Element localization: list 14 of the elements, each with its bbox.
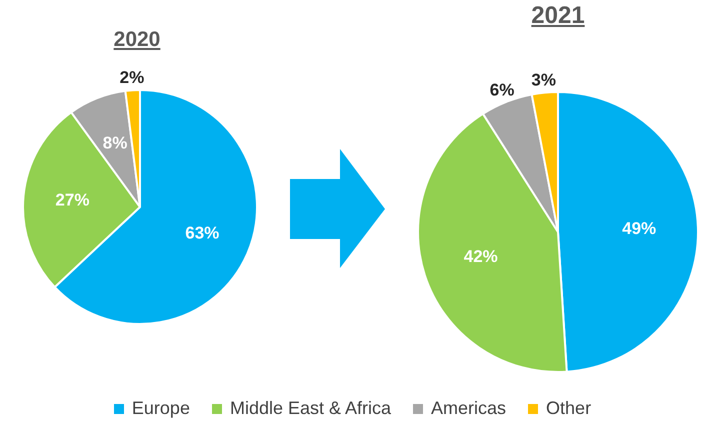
legend-label: Middle East & Africa bbox=[230, 398, 392, 419]
slice-label: 2020 bbox=[112, 28, 162, 52]
data-label: 42% bbox=[464, 246, 498, 266]
data-label: 3% bbox=[531, 70, 556, 90]
slice-label: 2021 bbox=[530, 2, 586, 30]
data-label: 49% bbox=[622, 219, 656, 238]
data-label: 6% bbox=[490, 80, 514, 100]
data-label: 27% bbox=[55, 190, 90, 210]
legend-label: Other bbox=[546, 398, 592, 419]
data-label: 2% bbox=[120, 68, 144, 87]
data-label: 63% bbox=[185, 224, 220, 243]
data-label: 8% bbox=[102, 134, 128, 153]
legend-label: Americas bbox=[431, 398, 506, 419]
legend-label: Europe bbox=[132, 398, 190, 419]
